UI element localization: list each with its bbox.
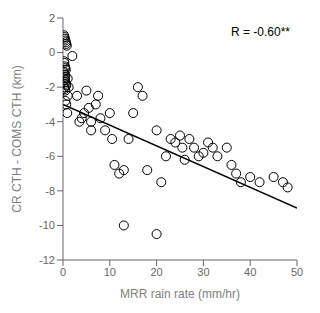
svg-text:10: 10 xyxy=(104,266,116,278)
svg-text:30: 30 xyxy=(197,266,209,278)
svg-text:40: 40 xyxy=(244,266,256,278)
svg-text:-2: -2 xyxy=(45,81,55,93)
svg-text:-12: -12 xyxy=(39,254,55,266)
svg-text:0: 0 xyxy=(49,46,55,58)
svg-text:MRR rain rate (mm/hr): MRR rain rate (mm/hr) xyxy=(120,287,240,301)
svg-text:-10: -10 xyxy=(39,219,55,231)
svg-text:2: 2 xyxy=(49,12,55,24)
svg-text:CR CTH - COMS CTH (km): CR CTH - COMS CTH (km) xyxy=(10,65,24,212)
svg-text:20: 20 xyxy=(150,266,162,278)
html-text:R = -0.60**: R = -0.60** xyxy=(230,25,290,40)
svg-text:-6: -6 xyxy=(45,150,55,162)
svg-text:50: 50 xyxy=(291,266,303,278)
svg-text:-4: -4 xyxy=(45,116,55,128)
svg-text:-8: -8 xyxy=(45,185,55,197)
svg-text:0: 0 xyxy=(60,266,66,278)
